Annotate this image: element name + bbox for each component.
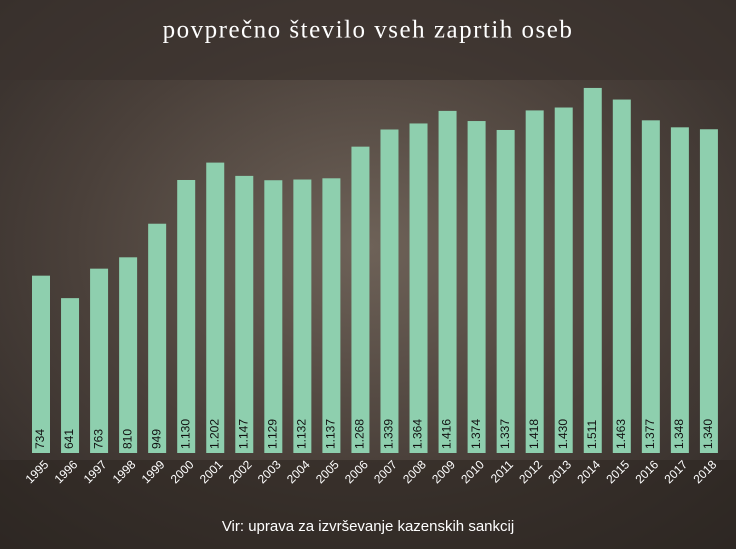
bar bbox=[583, 87, 602, 454]
value-label: 1.364 bbox=[411, 419, 425, 449]
value-label: 1.374 bbox=[469, 419, 483, 449]
value-label: 1.340 bbox=[701, 419, 715, 449]
value-label: 1.339 bbox=[382, 419, 396, 449]
bar bbox=[496, 129, 515, 453]
value-label: 734 bbox=[33, 429, 47, 449]
background-bottom bbox=[0, 460, 736, 549]
bar bbox=[467, 121, 486, 454]
value-label: 810 bbox=[120, 429, 134, 449]
bar bbox=[32, 275, 50, 453]
bar bbox=[90, 268, 109, 453]
value-label: 1.268 bbox=[353, 419, 367, 449]
bar bbox=[438, 110, 457, 453]
value-label: 949 bbox=[149, 429, 163, 449]
bar bbox=[264, 180, 283, 454]
value-label: 1.418 bbox=[527, 419, 541, 449]
bar bbox=[641, 120, 660, 453]
value-label: 1.130 bbox=[178, 419, 192, 449]
value-label: 1.129 bbox=[265, 419, 279, 449]
source-note: Vir: uprava za izvrševanje kazenskih san… bbox=[222, 518, 514, 535]
bar bbox=[699, 129, 718, 454]
value-label: 641 bbox=[62, 429, 76, 449]
bar bbox=[380, 129, 399, 453]
value-label: 1.348 bbox=[672, 419, 686, 449]
bar bbox=[351, 146, 370, 454]
bar bbox=[554, 107, 573, 454]
bar bbox=[525, 110, 544, 454]
bar bbox=[409, 123, 428, 453]
bar bbox=[293, 179, 312, 454]
value-label: 1.377 bbox=[643, 419, 657, 449]
value-label: 1.430 bbox=[556, 419, 570, 449]
background-top bbox=[0, 0, 736, 80]
bar bbox=[670, 127, 689, 454]
value-label: 1.147 bbox=[236, 419, 250, 449]
value-label: 1.416 bbox=[440, 419, 454, 449]
chart-title: povprečno število vseh zaprtih oseb bbox=[163, 17, 574, 44]
bar bbox=[612, 99, 631, 454]
value-label: 763 bbox=[91, 429, 105, 449]
value-label: 1.463 bbox=[614, 419, 628, 449]
bar bbox=[61, 298, 80, 453]
bar bbox=[119, 257, 138, 453]
value-label: 1.132 bbox=[295, 419, 309, 449]
value-label: 1.511 bbox=[585, 420, 599, 449]
value-label: 1.337 bbox=[498, 419, 512, 449]
bar bbox=[322, 178, 341, 454]
bar bbox=[235, 175, 254, 453]
value-label: 1.137 bbox=[324, 419, 338, 449]
bar bbox=[148, 223, 167, 453]
bar bbox=[177, 179, 196, 453]
bar bbox=[206, 162, 225, 453]
value-label: 1.202 bbox=[207, 419, 221, 449]
